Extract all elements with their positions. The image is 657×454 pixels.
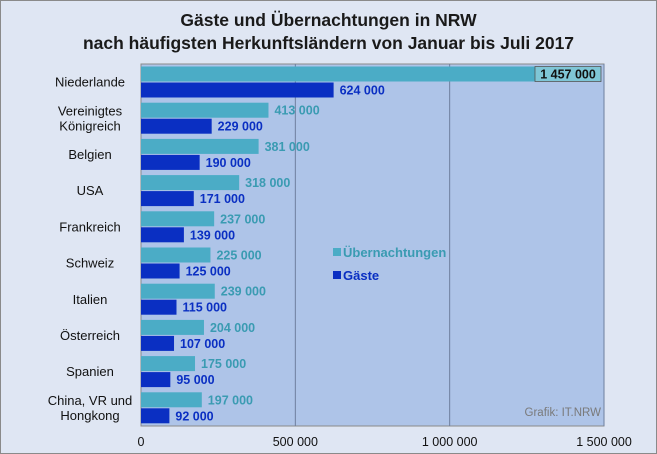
data-label-gaeste: 139 000 xyxy=(190,228,235,242)
bar-uebernachtungen xyxy=(141,319,204,335)
legend-label-uebernachtungen: Übernachtungen xyxy=(343,245,446,260)
legend-label-gaeste: Gäste xyxy=(343,268,379,283)
category-label: Niederlande xyxy=(55,75,125,90)
bar-uebernachtungen xyxy=(141,66,591,82)
legend-swatch-uebernachtungen xyxy=(333,248,341,256)
data-label-gaeste: 107 000 xyxy=(180,337,225,351)
bar-uebernachtungen xyxy=(141,102,269,118)
data-label-uebernachtungen: 197 000 xyxy=(208,393,253,407)
category-label: Schweiz xyxy=(66,256,114,271)
x-tick-label: 0 xyxy=(138,435,145,449)
x-tick-label: 1 500 000 xyxy=(576,435,632,449)
chart-subtitle: nach häufigsten Herkunftsländern von Jan… xyxy=(82,33,575,53)
x-tick-label: 500 000 xyxy=(273,435,318,449)
data-label-gaeste: 92 000 xyxy=(175,409,213,423)
bar-gaeste xyxy=(141,82,334,98)
bar-uebernachtungen xyxy=(141,138,259,154)
data-label-box xyxy=(534,66,602,82)
data-label-gaeste: 624 000 xyxy=(340,84,385,98)
category-label: Frankreich xyxy=(59,219,120,234)
data-label-gaeste: 190 000 xyxy=(206,156,251,170)
category-label: Hongkong xyxy=(60,408,119,423)
legend-swatch-gaeste xyxy=(333,271,341,279)
data-label-gaeste: 171 000 xyxy=(200,192,245,206)
bar-gaeste xyxy=(141,299,177,315)
bar-uebernachtungen xyxy=(141,356,196,372)
category-label: Italien xyxy=(73,292,108,307)
data-label-uebernachtungen: 175 000 xyxy=(201,357,246,371)
bar-gaeste xyxy=(141,263,180,279)
data-label-gaeste: 229 000 xyxy=(218,120,263,134)
data-label-uebernachtungen: 237 000 xyxy=(220,212,265,226)
data-label-uebernachtungen: 204 000 xyxy=(210,321,255,335)
category-label: Belgien xyxy=(68,147,111,162)
bar-gaeste xyxy=(141,408,170,424)
x-tick-label: 1 000 000 xyxy=(422,435,478,449)
bar-uebernachtungen xyxy=(141,392,202,408)
data-label-uebernachtungen: 381 000 xyxy=(265,140,310,154)
chart-credit: Grafik: IT.NRW xyxy=(525,407,602,419)
bar-gaeste xyxy=(141,191,194,207)
bar-gaeste xyxy=(141,335,175,351)
category-label: Königreich xyxy=(59,118,120,133)
category-label: Österreich xyxy=(60,328,120,343)
data-label-uebernachtungen: 225 000 xyxy=(216,249,261,263)
bar-uebernachtungen xyxy=(141,211,215,227)
chart-title: Gäste und Übernachtungen in NRW xyxy=(180,10,477,30)
bar-gaeste xyxy=(141,118,212,134)
data-label-uebernachtungen: 318 000 xyxy=(245,176,290,190)
data-label-uebernachtungen: 413 000 xyxy=(274,104,319,118)
category-label: China, VR und xyxy=(48,393,133,408)
data-label-gaeste: 125 000 xyxy=(186,265,231,279)
category-label: USA xyxy=(77,183,104,198)
category-label: Spanien xyxy=(66,364,114,379)
bar-uebernachtungen xyxy=(141,175,240,191)
data-label-gaeste: 95 000 xyxy=(176,373,214,387)
bar-uebernachtungen xyxy=(141,247,211,263)
category-label: Vereinigtes xyxy=(58,103,123,118)
bar-gaeste xyxy=(141,372,171,388)
data-label-gaeste: 115 000 xyxy=(182,301,227,315)
data-label-uebernachtungen: 239 000 xyxy=(221,285,266,299)
bar-gaeste xyxy=(141,154,200,170)
bar-gaeste xyxy=(141,227,184,243)
bar-uebernachtungen xyxy=(141,283,215,299)
data-label-uebernachtungen: 1 457 000 xyxy=(540,68,596,82)
